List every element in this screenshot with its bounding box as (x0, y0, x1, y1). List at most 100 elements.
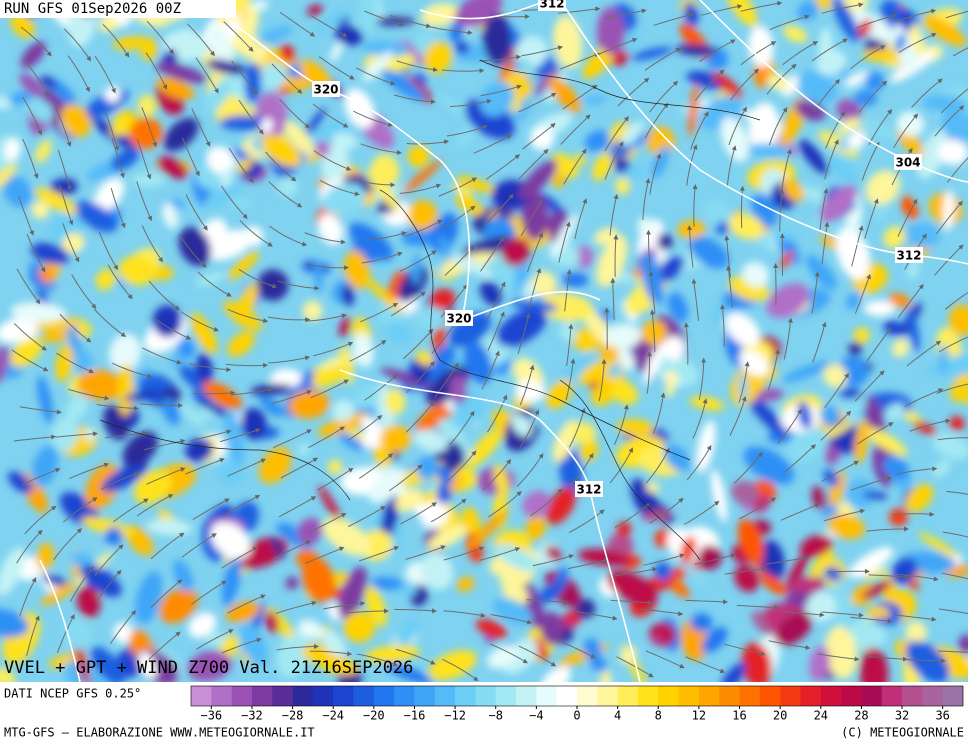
streamline (487, 311, 505, 351)
vvel-blob (922, 15, 967, 47)
streamline (280, 457, 319, 479)
vvel-blob (592, 151, 614, 181)
streamline (308, 426, 346, 449)
vvel-blob (40, 582, 78, 606)
streamline (24, 61, 50, 97)
vvel-blob (824, 566, 842, 582)
streamline (110, 187, 126, 229)
vvel-blob (428, 650, 477, 681)
vvel-blob (110, 147, 140, 171)
vvel-blob (748, 25, 774, 68)
streamline (191, 108, 211, 147)
vvel-blob (111, 115, 129, 137)
vvel-blob (663, 444, 691, 472)
colorbar-swatch (475, 686, 497, 706)
vvel-blob (365, 586, 387, 627)
vvel-blob (113, 622, 134, 644)
vvel-blob (853, 327, 871, 344)
streamline (779, 189, 785, 232)
streamline (360, 143, 402, 155)
streamline (191, 580, 227, 605)
vvel-blob (322, 517, 372, 557)
streamline (604, 141, 624, 180)
contour-label-box (895, 247, 923, 263)
streamline (231, 387, 274, 396)
colorbar-swatch (272, 686, 293, 706)
contour (699, 0, 968, 183)
streamline (365, 231, 407, 241)
vvel-blob (828, 155, 858, 185)
vvel-blob (845, 478, 877, 508)
vvel-blob (122, 431, 158, 468)
wind-streamlines (11, 0, 968, 682)
colorbar-swatch (759, 686, 781, 706)
streamline (685, 656, 726, 674)
streamline (277, 280, 320, 291)
colorbar-swatch (841, 686, 862, 706)
streamline (305, 546, 345, 564)
streamline (67, 55, 90, 93)
streamline (393, 94, 436, 105)
streamline (219, 428, 261, 443)
streamline (947, 157, 968, 183)
streamline (390, 14, 432, 29)
streamline (726, 145, 737, 187)
coastlines (99, 59, 761, 561)
contour (199, 0, 601, 322)
streamline (146, 21, 174, 55)
vvel-blob (317, 655, 359, 676)
vvel-blob (362, 51, 393, 82)
streamline (148, 631, 181, 660)
vvel-blob (475, 619, 508, 639)
streamline (560, 114, 591, 145)
streamline (189, 363, 232, 373)
vvel-blob (950, 373, 968, 402)
streamline (444, 245, 475, 276)
streamline (309, 650, 353, 657)
vvel-blob (41, 329, 69, 343)
vvel-blob (74, 201, 118, 233)
vvel-blob (252, 0, 269, 11)
vvel-blob (2, 175, 33, 208)
streamline (643, 553, 685, 566)
streamline (724, 643, 766, 656)
vvel-blob (381, 69, 426, 102)
streamline (276, 643, 319, 651)
streamline (560, 52, 600, 70)
streamline (937, 437, 968, 441)
streamline (783, 444, 816, 473)
vvel-blob (783, 25, 808, 43)
colorbar-swatch (353, 686, 375, 706)
streamline (610, 599, 653, 606)
vvel-blob (511, 299, 558, 312)
streamline (811, 271, 820, 314)
vvel-blob (223, 300, 263, 331)
streamline (185, 194, 208, 231)
streamline (646, 351, 652, 394)
coastline (379, 189, 691, 461)
vvel-blob (277, 176, 298, 197)
vvel-blob (518, 57, 537, 79)
vvel-blob (766, 283, 810, 318)
vvel-blob (380, 493, 400, 544)
vvel-blob (616, 521, 632, 538)
vvel-blob (407, 145, 430, 168)
vvel-blob (220, 167, 234, 188)
vvel-blob (604, 323, 642, 349)
streamline (405, 545, 446, 560)
vvel-blob (35, 317, 83, 331)
vvel-blob (10, 336, 43, 368)
colorbar-swatch (698, 686, 720, 706)
vvel-blob (365, 645, 420, 663)
vvel-blob (385, 388, 406, 415)
streamline (154, 317, 192, 340)
vvel-blob (580, 439, 599, 462)
vvel-blob (104, 86, 121, 103)
vvel-blob (556, 352, 598, 384)
streamline (568, 407, 586, 448)
vvel-blob (210, 521, 251, 560)
vvel-blob (322, 182, 366, 215)
vvel-blob (456, 576, 475, 592)
streamline (617, 77, 650, 107)
vvel-blob (908, 579, 920, 591)
